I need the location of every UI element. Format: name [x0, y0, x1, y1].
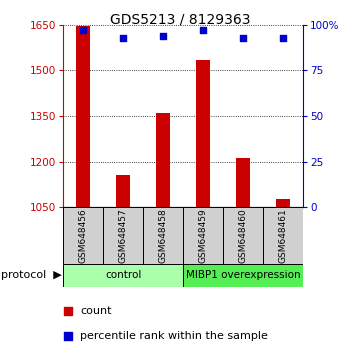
Text: control: control — [105, 270, 142, 280]
Bar — [63, 207, 103, 264]
Point — [280, 35, 286, 40]
Point — [160, 33, 166, 39]
Bar — [183, 207, 223, 264]
Point — [80, 27, 86, 33]
Text: MIBP1 overexpression: MIBP1 overexpression — [186, 270, 301, 280]
Text: GSM648461: GSM648461 — [279, 208, 288, 263]
Bar — [156, 113, 170, 207]
Bar — [116, 175, 130, 207]
Point — [65, 333, 71, 339]
Text: GSM648460: GSM648460 — [239, 208, 248, 263]
Point — [120, 35, 126, 40]
Text: percentile rank within the sample: percentile rank within the sample — [80, 331, 268, 341]
Point — [65, 309, 71, 314]
Bar — [276, 200, 290, 207]
Bar — [196, 60, 210, 207]
Text: GSM648458: GSM648458 — [159, 208, 168, 263]
Text: GSM648457: GSM648457 — [119, 208, 128, 263]
Bar — [236, 159, 250, 207]
Text: protocol  ▶: protocol ▶ — [1, 270, 61, 280]
Text: GSM648459: GSM648459 — [199, 208, 208, 263]
Text: count: count — [80, 307, 112, 316]
Point — [200, 27, 206, 33]
Bar — [103, 207, 143, 264]
Text: GDS5213 / 8129363: GDS5213 / 8129363 — [110, 12, 251, 27]
Bar — [76, 26, 90, 207]
Bar — [223, 207, 263, 264]
Bar — [183, 264, 303, 287]
Bar — [263, 207, 303, 264]
Text: GSM648456: GSM648456 — [79, 208, 88, 263]
Bar — [63, 264, 183, 287]
Point — [240, 35, 246, 40]
Bar — [143, 207, 183, 264]
